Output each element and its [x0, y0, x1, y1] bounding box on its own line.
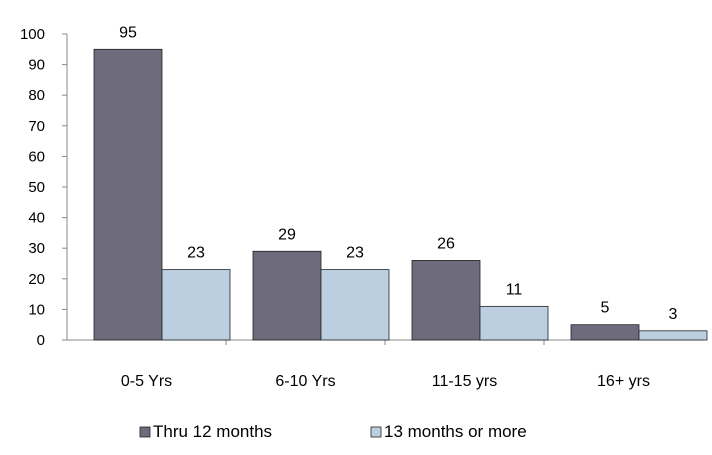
- bar-value-label: 11: [506, 281, 523, 298]
- legend-swatch: [370, 426, 382, 438]
- y-tick-label: 0: [37, 332, 45, 349]
- legend-label: 13 months or more: [384, 422, 527, 441]
- bar-value-label: 23: [187, 245, 205, 262]
- bar-value-label: 95: [119, 24, 137, 41]
- bar-value-label: 29: [278, 226, 296, 243]
- y-tick-label: 70: [28, 118, 45, 135]
- bar-value-label: 3: [669, 306, 678, 323]
- x-category-label: 0-5 Yrs: [121, 373, 172, 390]
- bar: [252, 250, 322, 341]
- legend-label: Thru 12 months: [153, 422, 272, 441]
- axes: 0 10 20 30 40 50 60 70 80 90 100 0-5 Yrs 6-10 Yrs 11-…: [20, 26, 703, 390]
- x-category-label: 16+ yrs: [597, 373, 650, 390]
- y-tick-label: 60: [28, 148, 45, 165]
- x-category-label: 6-10 Yrs: [275, 373, 335, 390]
- bar: [161, 269, 231, 341]
- y-tick-label: 80: [28, 87, 45, 104]
- legend: Thru 12 months 13 months or more: [139, 422, 527, 441]
- y-tick-label: 20: [28, 271, 45, 288]
- bar: [479, 305, 549, 341]
- bar: [320, 269, 390, 341]
- y-tick-label: 40: [28, 210, 45, 227]
- bar: [570, 324, 640, 341]
- data-labels: 95 23 29 23 26 11 5 3: [119, 24, 677, 323]
- bar: [93, 48, 163, 341]
- y-tick-label: 10: [28, 301, 45, 318]
- legend-swatch: [139, 426, 151, 438]
- y-tick-label: 90: [28, 57, 45, 74]
- y-tick-label: 30: [28, 240, 45, 257]
- bar: [638, 330, 708, 341]
- bar-value-label: 26: [437, 235, 455, 252]
- y-tick-label: 100: [20, 26, 45, 43]
- bar-value-label: 5: [601, 300, 610, 317]
- y-tick-label: 50: [28, 179, 45, 196]
- bar: [411, 260, 481, 341]
- bars: [93, 48, 708, 341]
- x-category-label: 11-15 yrs: [432, 373, 498, 390]
- bar-value-label: 23: [346, 245, 364, 262]
